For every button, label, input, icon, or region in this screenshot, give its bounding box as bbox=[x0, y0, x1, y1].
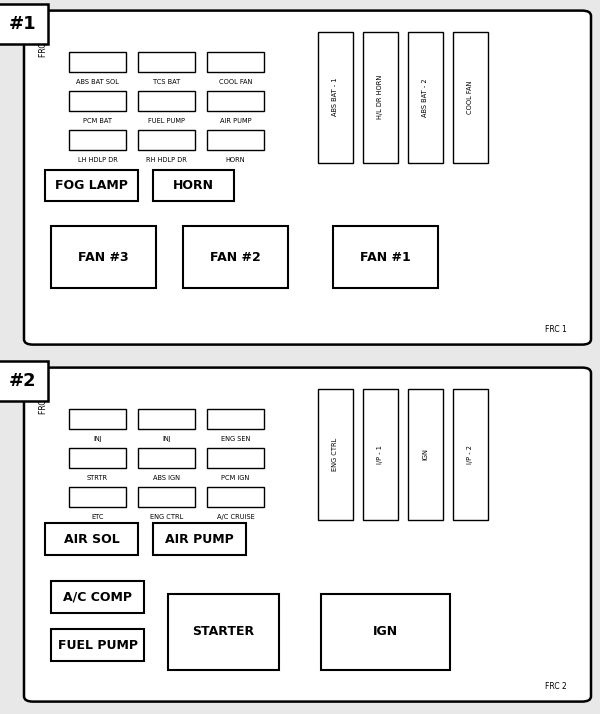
Bar bbox=[408, 32, 443, 163]
Bar bbox=[207, 448, 264, 468]
Bar bbox=[138, 448, 195, 468]
Text: FRC 1: FRC 1 bbox=[40, 36, 48, 57]
Bar bbox=[321, 594, 450, 670]
Text: ETC: ETC bbox=[91, 513, 104, 520]
Bar bbox=[408, 389, 443, 520]
Bar bbox=[69, 91, 126, 111]
Bar bbox=[138, 130, 195, 150]
Bar bbox=[453, 32, 488, 163]
Bar bbox=[207, 52, 264, 72]
Text: FOG LAMP: FOG LAMP bbox=[55, 179, 128, 192]
Text: ABS BAT - 1: ABS BAT - 1 bbox=[332, 78, 338, 116]
Bar bbox=[207, 487, 264, 507]
Text: LH HDLP DR: LH HDLP DR bbox=[77, 156, 118, 163]
Bar bbox=[51, 581, 144, 613]
Bar bbox=[138, 91, 195, 111]
Text: COOL FAN: COOL FAN bbox=[467, 81, 473, 114]
Text: HORN: HORN bbox=[226, 156, 245, 163]
Text: AIR SOL: AIR SOL bbox=[64, 533, 119, 545]
Text: ENG CTRL: ENG CTRL bbox=[332, 438, 338, 471]
Bar bbox=[333, 226, 438, 288]
Text: I/P - 2: I/P - 2 bbox=[467, 445, 473, 463]
Text: ABS IGN: ABS IGN bbox=[153, 475, 180, 481]
Bar bbox=[45, 523, 138, 555]
Text: #2: #2 bbox=[9, 372, 37, 390]
Bar bbox=[138, 52, 195, 72]
Text: FUEL PUMP: FUEL PUMP bbox=[148, 118, 185, 124]
FancyBboxPatch shape bbox=[24, 11, 591, 345]
Text: AIR PUMP: AIR PUMP bbox=[220, 118, 251, 124]
Bar bbox=[207, 91, 264, 111]
Text: STARTER: STARTER bbox=[193, 625, 254, 638]
Text: ENG CTRL: ENG CTRL bbox=[150, 513, 183, 520]
Text: STRTR: STRTR bbox=[87, 475, 108, 481]
Bar bbox=[51, 226, 156, 288]
Text: #1: #1 bbox=[9, 15, 37, 33]
Text: I/P - 1: I/P - 1 bbox=[377, 445, 383, 463]
Bar bbox=[183, 226, 288, 288]
FancyBboxPatch shape bbox=[24, 368, 591, 702]
Text: PCM BAT: PCM BAT bbox=[83, 118, 112, 124]
Bar bbox=[69, 52, 126, 72]
Text: ABS BAT - 2: ABS BAT - 2 bbox=[422, 78, 428, 116]
Bar bbox=[168, 594, 279, 670]
Text: A/C CRUISE: A/C CRUISE bbox=[217, 513, 254, 520]
Text: INJ: INJ bbox=[93, 436, 102, 442]
Bar bbox=[318, 32, 353, 163]
Bar bbox=[363, 389, 398, 520]
Bar bbox=[138, 487, 195, 507]
Text: IGN: IGN bbox=[373, 625, 398, 638]
Text: ABS BAT SOL: ABS BAT SOL bbox=[76, 79, 119, 85]
Text: FRC 1: FRC 1 bbox=[545, 325, 567, 334]
Bar bbox=[69, 409, 126, 429]
Text: INJ: INJ bbox=[162, 436, 171, 442]
Bar bbox=[138, 409, 195, 429]
Text: FAN #3: FAN #3 bbox=[78, 251, 129, 263]
Text: H/L DR HORN: H/L DR HORN bbox=[377, 75, 383, 119]
Bar bbox=[207, 409, 264, 429]
Bar bbox=[0, 4, 48, 44]
Bar bbox=[363, 32, 398, 163]
Text: FRC 2: FRC 2 bbox=[545, 682, 567, 691]
Bar bbox=[153, 523, 246, 555]
Text: TCS BAT: TCS BAT bbox=[153, 79, 180, 85]
Text: FUEL PUMP: FUEL PUMP bbox=[58, 638, 137, 652]
Text: ENG SEN: ENG SEN bbox=[221, 436, 250, 442]
Text: A/C COMP: A/C COMP bbox=[63, 590, 132, 604]
Text: AIR PUMP: AIR PUMP bbox=[165, 533, 234, 545]
Bar bbox=[318, 389, 353, 520]
Text: RH HDLP DR: RH HDLP DR bbox=[146, 156, 187, 163]
Bar bbox=[153, 170, 234, 201]
Bar bbox=[0, 361, 48, 401]
Text: IGN: IGN bbox=[422, 448, 428, 460]
Bar bbox=[45, 170, 138, 201]
Text: FRC 2: FRC 2 bbox=[40, 393, 48, 414]
Text: COOL FAN: COOL FAN bbox=[219, 79, 252, 85]
Bar bbox=[69, 130, 126, 150]
Bar bbox=[453, 389, 488, 520]
Text: FAN #1: FAN #1 bbox=[360, 251, 411, 263]
Text: HORN: HORN bbox=[173, 179, 214, 192]
Bar bbox=[69, 487, 126, 507]
Text: FAN #2: FAN #2 bbox=[210, 251, 261, 263]
Bar bbox=[51, 629, 144, 661]
Bar bbox=[69, 448, 126, 468]
Text: PCM IGN: PCM IGN bbox=[221, 475, 250, 481]
Bar bbox=[207, 130, 264, 150]
